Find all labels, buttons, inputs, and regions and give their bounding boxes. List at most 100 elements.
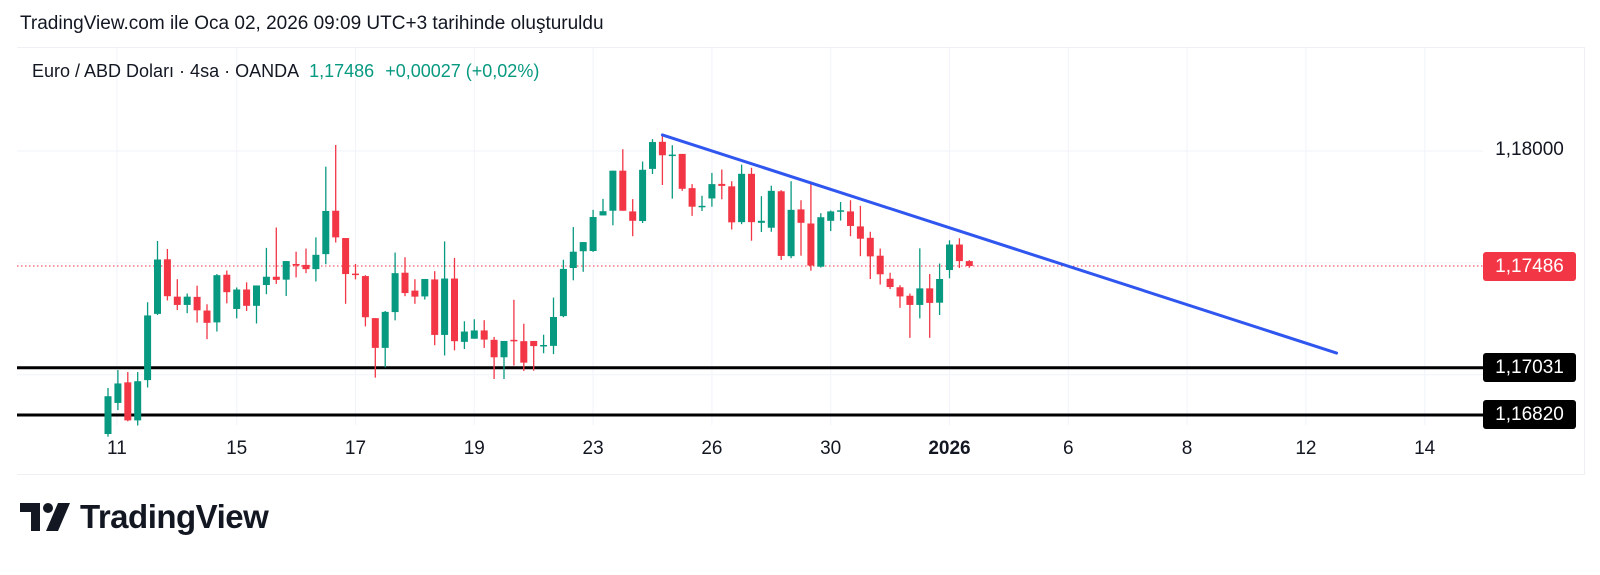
candle-body (381, 311, 389, 348)
grid-lines (17, 47, 1483, 425)
candle-body (658, 141, 666, 156)
candle-body (728, 186, 736, 223)
candle-body (856, 226, 864, 239)
time-axis-label: 26 (701, 438, 723, 459)
time-axis-label: 11 (107, 438, 127, 459)
price-change-value: +0,00027 (+0,02%) (385, 61, 540, 81)
candle-bullish (500, 340, 508, 379)
candle-body (421, 278, 429, 297)
candle-body (579, 242, 587, 252)
candle-body (371, 318, 379, 348)
candle-body (500, 340, 508, 358)
candle-bullish (253, 285, 260, 324)
candle-bullish (569, 227, 577, 281)
candle-body (668, 154, 676, 157)
candle-body (332, 210, 340, 238)
candle-bearish (856, 205, 864, 257)
candlestick-chart[interactable] (17, 47, 1584, 473)
candle-bullish (767, 185, 775, 232)
candle-body (698, 205, 706, 208)
candle-bearish (272, 227, 280, 284)
candle-bearish (896, 285, 904, 308)
drawings (660, 133, 1339, 355)
symbol-title: Euro / ABD Doları · 4sa · OANDA (32, 61, 299, 81)
time-axis-label: 8 (1181, 438, 1193, 459)
time-axis-label: 23 (582, 438, 604, 459)
candle-bullish (322, 166, 330, 265)
candle-bullish (134, 372, 142, 426)
candle-body (619, 170, 627, 211)
candle-body (569, 251, 577, 269)
candle-bearish (490, 336, 498, 379)
candle-bullish (381, 310, 389, 368)
candle-body (292, 263, 300, 266)
tradingview-logo-icon (20, 503, 70, 531)
candle-bearish (163, 248, 171, 301)
candle-body (847, 211, 854, 226)
candle-body (609, 170, 617, 211)
last-price-label: 1,17486 (1483, 252, 1576, 281)
candle-bullish (668, 145, 676, 199)
candle-body (213, 275, 221, 323)
candle-bearish (629, 199, 637, 237)
candle-body (262, 276, 270, 286)
candle-bullish (757, 196, 765, 232)
candle-body (649, 142, 656, 169)
candle-bearish (223, 270, 231, 304)
snapshot-created-text: TradingView.com ile Oca 02, 2026 09:09 U… (20, 13, 604, 34)
time-axis-label: 15 (226, 438, 248, 459)
candle-body (411, 290, 419, 297)
candle-body (530, 340, 538, 347)
candle-body (520, 341, 528, 363)
candle-bearish (352, 263, 359, 280)
candle-body (955, 244, 963, 262)
tradingview-logo-text: TradingView (80, 498, 269, 535)
price-axis-label-118000: 1,18000 (1495, 139, 1564, 160)
candle-body (837, 210, 845, 212)
candle-bullish (817, 213, 825, 268)
time-axis-label: 19 (463, 438, 485, 459)
candle-bearish (431, 271, 439, 346)
candle-body (797, 209, 805, 223)
candle-bearish (371, 318, 379, 378)
candle-body (451, 278, 458, 342)
candle-body (906, 295, 914, 305)
candle-bullish (540, 334, 548, 354)
candle-bullish (589, 209, 597, 252)
candle-bearish (173, 279, 181, 311)
candle-bullish (579, 242, 587, 272)
candle-bearish (718, 169, 726, 200)
candle-bearish (203, 304, 211, 340)
candle-body (589, 217, 597, 252)
candle-body (767, 190, 775, 228)
candle-bearish (866, 231, 874, 279)
candle-bullish (262, 247, 270, 295)
candle-bearish (955, 238, 963, 269)
candle-bullish (599, 198, 607, 216)
candle-body (480, 330, 488, 340)
candle-bullish (144, 302, 152, 388)
candle-body (193, 296, 201, 311)
candle-body (708, 184, 716, 199)
candle-body (599, 211, 607, 216)
level-label-116820: 1,16820 (1483, 400, 1576, 429)
candle-body (946, 244, 953, 271)
candle-bearish (530, 340, 538, 371)
candle-bearish (906, 293, 914, 338)
trendline[interactable] (660, 133, 1339, 355)
candle-body (965, 261, 973, 266)
candle-bearish (965, 260, 973, 268)
candle-bullish (460, 321, 468, 350)
candle-bearish (797, 200, 805, 256)
candle-body (777, 191, 785, 256)
candle-bearish (342, 238, 350, 304)
candle-bearish (777, 190, 785, 260)
candle-bullish (233, 287, 241, 319)
candle-bearish (748, 167, 755, 241)
candle-bullish (609, 170, 617, 226)
candle-body (401, 272, 409, 294)
candle-body (827, 211, 835, 221)
time-axis-label: 12 (1295, 438, 1317, 459)
candle-body (322, 210, 330, 255)
candle-bullish (787, 181, 795, 259)
